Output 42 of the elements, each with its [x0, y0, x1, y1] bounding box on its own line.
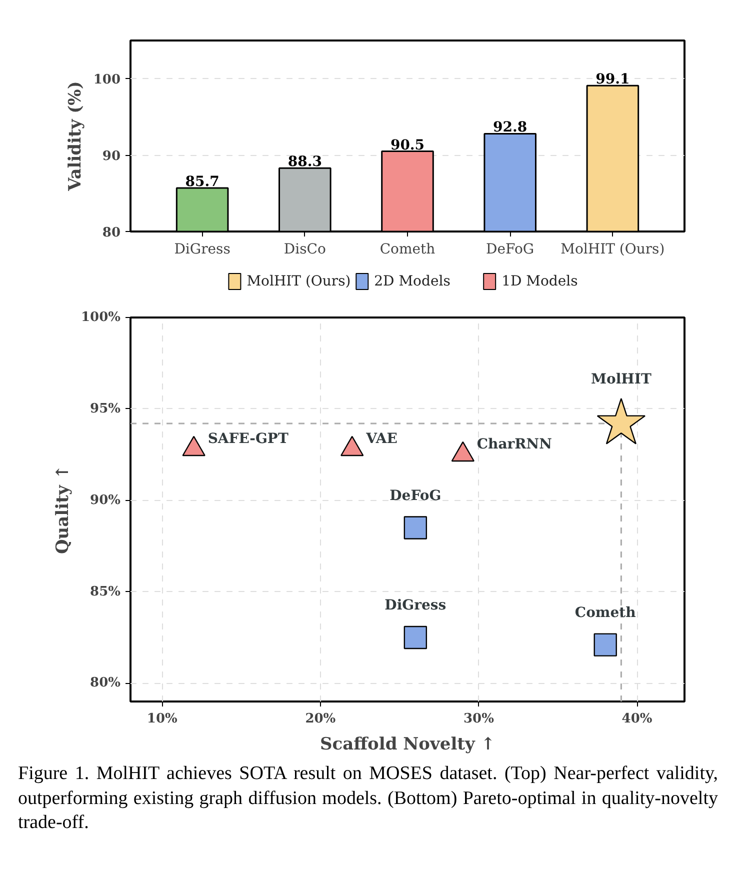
point: [594, 633, 617, 656]
y-tick-label: 80%: [90, 676, 122, 691]
point: [404, 626, 428, 650]
y-tick-label: 100%: [81, 310, 122, 325]
y-tick-label: 80: [102, 226, 121, 240]
data-label: 85.7: [185, 174, 220, 190]
y-tick-label: 90: [102, 149, 121, 164]
y-tick-label: 100: [93, 72, 121, 88]
annotation: DiGress: [384, 598, 446, 614]
legend-label: 1D Models: [502, 274, 578, 290]
y-tick-label: 85%: [90, 584, 122, 600]
data-label: 92.8: [493, 120, 528, 136]
point: [451, 441, 474, 462]
data-label: 90.5: [390, 137, 425, 154]
x-tick-label: DiGress: [174, 242, 230, 258]
point: [596, 398, 646, 444]
y-axis-title: Quality ↑: [53, 464, 74, 554]
x-tick-label: DeFoG: [486, 242, 534, 258]
x-tick-label: MolHIT (Ours): [560, 242, 665, 258]
annotation: DeFoG: [390, 488, 442, 504]
y-tick-label: 95%: [90, 401, 122, 416]
point: [182, 436, 206, 456]
annotation: Cometh: [574, 604, 636, 621]
legend-label: MolHIT (Ours): [246, 274, 351, 290]
x-tick-label: Cometh: [380, 242, 436, 258]
x-axis-title: Scaffold Novelty ↑: [320, 734, 496, 754]
data-label: 99.1: [596, 72, 630, 88]
annotation: SAFE-GPT: [208, 431, 289, 448]
x-tick-label: 40%: [622, 712, 653, 726]
caption: Figure 1. MolHIT achieves SOTA result on MOSES dataset. (Top) Near-perfect validity, outperforming existing graph diffusion models. (Bottom) Pareto-optimal in quality-novelty trade-off.: [18, 762, 718, 836]
y-tick-label: 90%: [90, 492, 122, 508]
annotation: CharRNN: [476, 436, 552, 453]
point: [340, 436, 364, 456]
legend-label: 2D Models: [374, 274, 450, 290]
x-tick-label: DisCo: [284, 242, 326, 258]
x-tick-label: 20%: [305, 712, 336, 726]
x-tick-label: 10%: [146, 712, 178, 726]
y-axis-title: Validity (%): [65, 81, 86, 192]
x-tick-label: 30%: [464, 712, 495, 726]
data-label: 88.3: [288, 154, 322, 170]
annotation: VAE: [365, 431, 398, 448]
annotation: MolHIT: [591, 372, 652, 388]
